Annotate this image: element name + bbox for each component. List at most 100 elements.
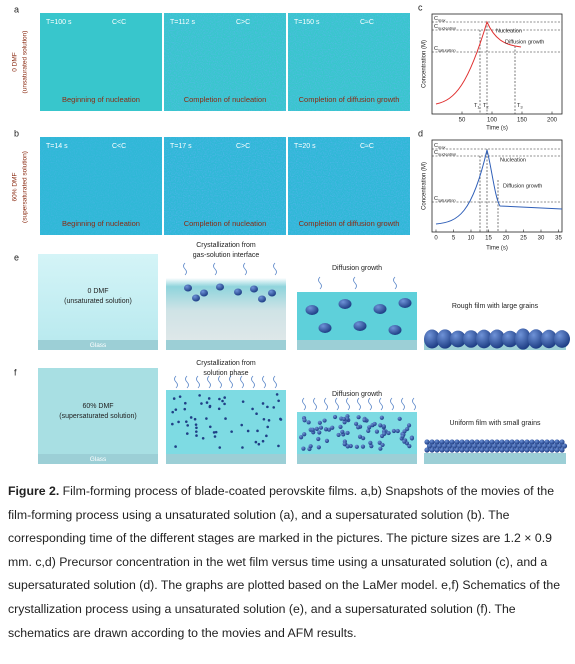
- grain: [314, 426, 319, 431]
- grain: [484, 439, 490, 445]
- glass: [166, 454, 286, 464]
- grain: [476, 329, 492, 349]
- grain: [431, 443, 438, 449]
- grain: [459, 447, 465, 453]
- nucleus: [195, 430, 198, 433]
- figure: a 0 DMF (unsaturated solution) T=100 s C<…: [12, 2, 570, 464]
- vapor: [185, 375, 189, 389]
- grain: [449, 447, 455, 453]
- frame-condition: C<C: [112, 19, 126, 26]
- grain: [367, 425, 372, 430]
- nucleus: [171, 410, 174, 414]
- grain: [366, 428, 371, 434]
- nucleus: [223, 396, 226, 399]
- grain: [451, 443, 458, 449]
- particles: [171, 375, 568, 453]
- nucleus: [254, 440, 258, 444]
- result-label: Rough film with large grains: [452, 303, 539, 310]
- grain: [506, 443, 513, 449]
- grain: [380, 442, 385, 448]
- grain: [528, 329, 544, 349]
- nucleus: [172, 397, 176, 400]
- grain: [345, 430, 350, 436]
- grain: [434, 439, 440, 445]
- caption-text: Film-forming process of blade-coated per…: [8, 484, 561, 640]
- grain: [454, 447, 460, 453]
- grain: [461, 443, 468, 449]
- vapor: [174, 375, 178, 389]
- vapor: [302, 397, 306, 411]
- x-tick-label: 150: [517, 118, 528, 124]
- x-tick-label: 50: [459, 118, 466, 124]
- grain: [338, 299, 352, 309]
- grain: [332, 414, 338, 420]
- step-label: Crystallization from: [196, 360, 256, 367]
- grain: [514, 439, 520, 445]
- grain: [434, 447, 440, 453]
- nucleus: [218, 397, 221, 401]
- grain: [429, 447, 435, 453]
- vapor: [318, 276, 322, 290]
- frame-condition: C≈C: [360, 143, 374, 150]
- grain: [544, 439, 550, 445]
- grain: [379, 415, 384, 420]
- nucleus: [246, 429, 250, 433]
- panel-label: d: [418, 128, 423, 138]
- grain: [391, 428, 397, 434]
- grain: [324, 438, 330, 444]
- frame-time: T=20 s: [294, 143, 316, 150]
- grain: [426, 443, 433, 449]
- x-tick-label: 10: [468, 236, 475, 242]
- nucleus: [272, 406, 276, 409]
- grain: [449, 439, 455, 445]
- nucleus: [207, 397, 211, 400]
- x-axis-label: Time (s): [486, 246, 508, 252]
- nucleus: [221, 399, 224, 403]
- step-label: gas-solution interface: [193, 252, 260, 259]
- vapor: [262, 375, 266, 389]
- vapor: [346, 397, 350, 411]
- grain: [318, 425, 324, 430]
- grain: [546, 443, 553, 449]
- grain: [429, 439, 435, 445]
- nucleus: [177, 420, 180, 424]
- vapor: [240, 375, 244, 389]
- snapshot-texture: [288, 13, 410, 111]
- row-sublabel: (unsaturated solution): [22, 31, 29, 94]
- grain: [496, 443, 503, 449]
- x-tick-label: 200: [547, 118, 558, 124]
- solution-label: 0 DMF: [88, 288, 109, 295]
- nucleus: [198, 394, 201, 397]
- grain: [200, 289, 208, 297]
- grain: [308, 444, 313, 449]
- nucleus: [224, 417, 227, 420]
- annotation: Nucleation: [500, 157, 526, 163]
- grain: [524, 439, 530, 445]
- nucleus: [266, 425, 269, 429]
- level-label: Cnucleation: [434, 150, 456, 156]
- grain: [424, 447, 430, 453]
- nucleus: [213, 435, 217, 438]
- grain: [519, 439, 525, 445]
- grain: [436, 443, 443, 449]
- nucleus: [189, 416, 193, 419]
- grain: [489, 447, 495, 453]
- nucleus: [200, 402, 203, 405]
- snapshot-texture: [288, 137, 410, 235]
- nucleus: [218, 446, 222, 449]
- row-label: 60% DMF: [12, 173, 19, 202]
- vapor: [401, 397, 405, 411]
- grain: [459, 439, 465, 445]
- snapshot-texture: [164, 13, 286, 111]
- marker-label: T1: [474, 103, 480, 109]
- grain: [529, 447, 535, 453]
- grain: [499, 447, 505, 453]
- y-axis-label: Concentration (M): [422, 162, 428, 210]
- grain: [316, 436, 321, 442]
- nucleus: [178, 395, 182, 398]
- grain: [402, 429, 407, 434]
- grain: [377, 440, 382, 445]
- grain: [541, 329, 557, 349]
- nucleus: [171, 422, 174, 426]
- nucleus: [174, 408, 178, 411]
